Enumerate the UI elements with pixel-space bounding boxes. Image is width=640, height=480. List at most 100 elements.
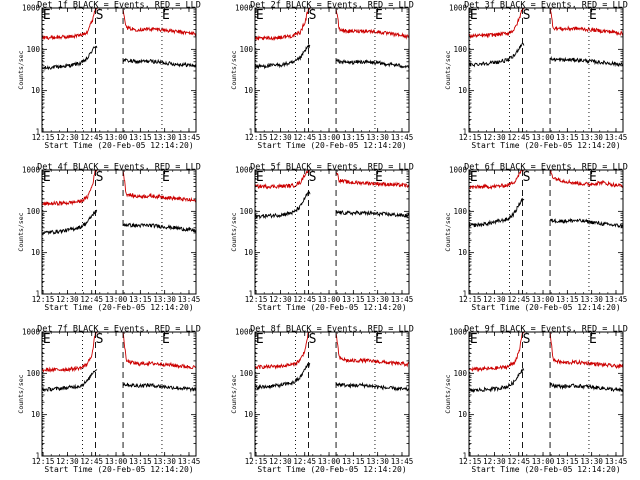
x-tick-label: 13:45 (178, 457, 201, 466)
x-tick-label: 12:30 (56, 457, 79, 466)
plot-frame (41, 169, 197, 295)
x-axis-label: Start Time (20-Feb-05 12:14:20) (44, 465, 193, 474)
y-tick-label: 10 (31, 248, 41, 257)
y-tick-label: 1000 (235, 328, 254, 337)
events-series-line (469, 197, 623, 228)
panel-det-4: Det 4f BLACK = Events, RED = LLD 1 10 100 10… (17, 163, 201, 313)
events-series-line (469, 367, 623, 394)
y-tick-label: 1000 (235, 4, 254, 13)
marker-label: S (523, 170, 531, 185)
x-tick-label: 13:45 (391, 133, 414, 142)
x-tick-label: 13:45 (178, 295, 201, 304)
panel-title: Det 3f BLACK = Events, RED = LLD (464, 1, 628, 11)
marker-label: E (470, 332, 478, 347)
x-tick-label: 13:15 (556, 133, 579, 142)
x-tick-label: 12:15 (459, 133, 482, 142)
y-axis-label: Counts/sec (17, 50, 25, 89)
x-tick-label: 12:15 (245, 457, 268, 466)
x-axis-label: Start Time (20-Feb-05 12:14:20) (471, 465, 620, 474)
marker-label: E (470, 8, 478, 23)
lld-series-line (255, 170, 409, 190)
y-axis-label: Counts/sec (230, 50, 238, 89)
x-tick-label: 13:00 (105, 295, 128, 304)
x-tick-label: 13:15 (129, 457, 152, 466)
y-tick-label: 1000 (449, 166, 468, 175)
x-tick-label: 12:30 (483, 457, 506, 466)
data-group (469, 8, 623, 68)
events-series-line (469, 42, 623, 68)
y-tick-label: 1 (35, 290, 40, 299)
data-group (255, 8, 409, 70)
x-tick-label: 12:45 (507, 295, 530, 304)
y-tick-label: 10 (31, 86, 41, 95)
lld-series-line (42, 8, 196, 41)
marker-label: E (375, 332, 383, 347)
x-tick-label: 13:15 (129, 133, 152, 142)
x-tick-label: 13:00 (105, 133, 128, 142)
y-tick-label: 1000 (22, 328, 41, 337)
y-tick-label: 1 (248, 452, 253, 461)
y-tick-label: 100 (453, 369, 467, 378)
panel-title: Det 7f BLACK = Events, RED = LLD (37, 325, 201, 335)
panel-det-6: Det 6f BLACK = Events, RED = LLD 1 10 100 10… (444, 163, 628, 313)
x-tick-label: 13:15 (556, 295, 579, 304)
y-tick-label: 100 (453, 45, 467, 54)
x-tick-label: 12:30 (56, 133, 79, 142)
marker-label: E (162, 332, 170, 347)
x-tick-label: 12:45 (293, 295, 316, 304)
data-group (42, 8, 196, 71)
y-tick-label: 100 (239, 207, 253, 216)
x-tick-label: 13:15 (556, 457, 579, 466)
plot-frame (468, 7, 624, 133)
marker-label: E (375, 170, 383, 185)
lld-series-line (255, 8, 409, 41)
y-tick-label: 1 (248, 128, 253, 137)
panel-title: Det 2f BLACK = Events, RED = LLD (250, 1, 414, 11)
x-tick-label: 12:45 (293, 133, 316, 142)
x-tick-label: 12:30 (483, 133, 506, 142)
x-axis-label: Start Time (20-Feb-05 12:14:20) (257, 303, 406, 312)
y-tick-label: 100 (239, 45, 253, 54)
x-tick-label: 13:45 (391, 295, 414, 304)
plot-frame (41, 331, 197, 457)
marker-label: S (309, 170, 317, 185)
data-group (469, 332, 623, 394)
x-tick-label: 13:45 (391, 457, 414, 466)
plot-frame (254, 7, 410, 133)
x-tick-label: 13:00 (105, 457, 128, 466)
events-series-line (255, 190, 409, 220)
marker-label: E (470, 170, 478, 185)
x-tick-label: 12:45 (80, 457, 103, 466)
y-tick-label: 100 (26, 207, 40, 216)
y-tick-label: 1 (462, 290, 467, 299)
y-tick-label: 1 (462, 452, 467, 461)
data-group (42, 332, 196, 393)
marker-label: S (96, 332, 104, 347)
x-tick-label: 13:45 (605, 133, 628, 142)
x-tick-label: 13:15 (342, 457, 365, 466)
x-tick-label: 13:30 (580, 133, 603, 142)
marker-label: E (589, 170, 597, 185)
x-tick-label: 12:30 (269, 295, 292, 304)
marker-label: E (43, 8, 51, 23)
lld-series-line (469, 8, 623, 40)
events-series-line (42, 45, 196, 71)
x-tick-label: 12:30 (269, 457, 292, 466)
y-axis-label: Counts/sec (230, 374, 238, 413)
x-tick-label: 12:15 (245, 295, 268, 304)
x-tick-label: 12:15 (459, 295, 482, 304)
y-tick-label: 10 (458, 248, 468, 257)
x-tick-label: 13:30 (366, 133, 389, 142)
marker-label: S (96, 8, 104, 23)
x-tick-label: 12:30 (56, 295, 79, 304)
x-tick-label: 13:15 (129, 295, 152, 304)
y-tick-label: 1000 (22, 166, 41, 175)
marker-label: E (43, 170, 51, 185)
panel-title: Det 9f BLACK = Events, RED = LLD (464, 325, 628, 335)
x-axis-label: Start Time (20-Feb-05 12:14:20) (44, 303, 193, 312)
lld-series-line (255, 332, 409, 370)
panel-det-9: Det 9f BLACK = Events, RED = LLD 1 10 100 10… (444, 325, 628, 475)
x-tick-label: 12:15 (32, 133, 55, 142)
y-tick-label: 10 (244, 86, 254, 95)
panel-det-2: Det 2f BLACK = Events, RED = LLD 1 10 100 10… (230, 1, 414, 151)
